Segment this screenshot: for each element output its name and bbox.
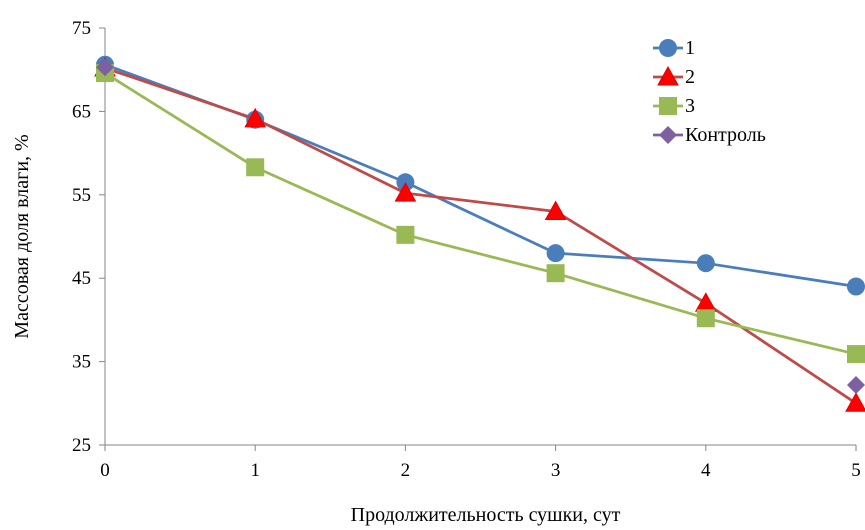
- legend-item: 2: [653, 65, 695, 88]
- data-point: [546, 244, 565, 263]
- legend-item: 1: [653, 37, 695, 59]
- legend-marker: [659, 126, 677, 144]
- series-3: [96, 64, 865, 364]
- x-tick-label: 4: [701, 460, 711, 481]
- data-point: [694, 292, 717, 312]
- data-point: [847, 277, 865, 296]
- x-tick-label: 2: [401, 460, 411, 481]
- series-line: [104, 66, 857, 405]
- x-tick-label: 1: [250, 460, 260, 481]
- data-point: [546, 264, 565, 283]
- data-point: [847, 345, 865, 364]
- legend-marker: [659, 39, 677, 57]
- data-point: [696, 309, 715, 328]
- legend-item: Контроль: [653, 124, 766, 146]
- legend-item: 3: [653, 95, 695, 117]
- x-tick-label: 0: [100, 460, 110, 481]
- y-tick-label: 45: [72, 268, 91, 289]
- data-point: [696, 254, 715, 273]
- data-point: [544, 200, 567, 220]
- series-1: [96, 55, 865, 296]
- data-point: [845, 392, 865, 412]
- x-tick-label: 3: [551, 460, 561, 481]
- data-point: [396, 225, 415, 244]
- y-axis-title: Массовая доля влаги, %: [11, 134, 33, 338]
- legend-label: 3: [685, 95, 695, 117]
- legend-marker: [657, 65, 679, 86]
- data-point: [96, 58, 114, 77]
- data-point: [847, 375, 865, 394]
- x-tick-label: 5: [851, 460, 861, 481]
- series-line: [104, 71, 857, 356]
- data-point: [246, 158, 265, 177]
- legend-marker: [659, 97, 677, 115]
- data-point: [394, 182, 417, 202]
- data-point: [244, 107, 267, 128]
- legend: 1 2 3 Контроль: [653, 37, 766, 146]
- series-layer: [94, 55, 865, 412]
- legend-label: 1: [685, 37, 695, 59]
- series-4: [96, 58, 865, 394]
- y-tick-label: 25: [72, 435, 91, 456]
- y-tick-label: 55: [72, 185, 91, 206]
- legend-label: Контроль: [685, 124, 766, 146]
- series-2: [94, 57, 865, 412]
- y-tick-label: 65: [72, 101, 91, 122]
- legend-label: 2: [685, 66, 695, 88]
- y-tick-label: 35: [72, 352, 91, 373]
- axes: [104, 28, 856, 446]
- x-axis-title: Продолжительность сушки, сут: [351, 504, 621, 526]
- y-tick-label: 75: [72, 18, 91, 39]
